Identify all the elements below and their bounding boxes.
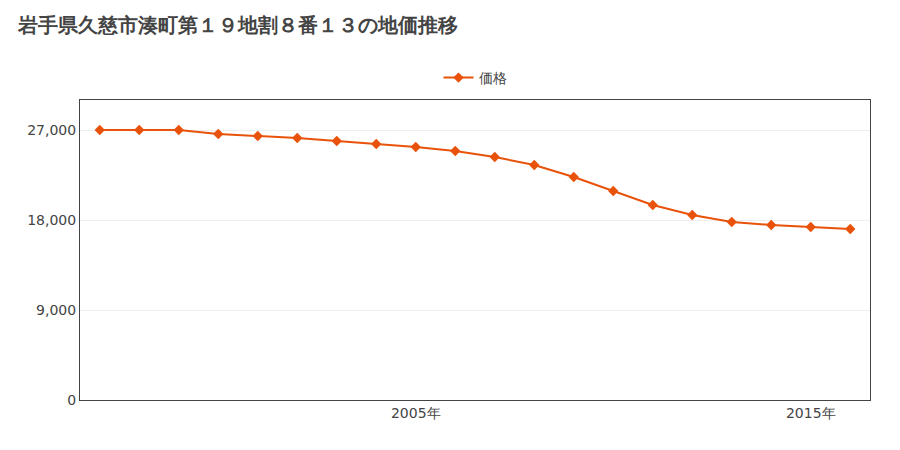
svg-text:18,000: 18,000 bbox=[27, 212, 76, 228]
svg-text:0: 0 bbox=[67, 392, 76, 408]
svg-text:価格: 価格 bbox=[479, 70, 507, 86]
svg-text:27,000: 27,000 bbox=[27, 122, 76, 138]
svg-text:2005年: 2005年 bbox=[391, 405, 441, 421]
svg-text:9,000: 9,000 bbox=[36, 302, 76, 318]
svg-text:岩手県久慈市湊町第１９地割８番１３の地価推移: 岩手県久慈市湊町第１９地割８番１３の地価推移 bbox=[17, 13, 458, 37]
svg-text:2015年: 2015年 bbox=[786, 405, 836, 421]
